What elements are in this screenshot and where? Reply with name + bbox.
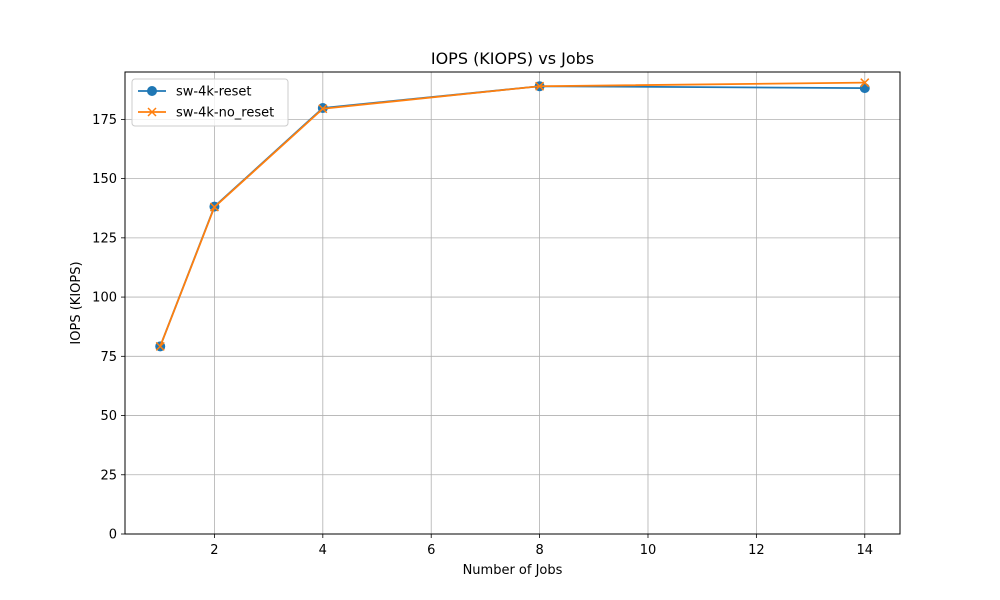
data-point [155, 341, 165, 351]
x-tick-label: 10 [640, 543, 657, 558]
legend-label: sw-4k-no_reset [176, 106, 274, 121]
y-axis-title: IOPS (KIOPS) [69, 261, 84, 344]
x-tick-label: 14 [856, 543, 873, 558]
y-tick-label: 150 [92, 172, 117, 187]
x-tick-label: 12 [748, 543, 765, 558]
y-tick-label: 25 [100, 468, 117, 483]
legend-label: sw-4k-reset [176, 85, 252, 100]
series-sw-4k-no_reset [155, 78, 870, 351]
y-tick-label: 50 [100, 409, 117, 424]
x-tick-label: 4 [319, 543, 327, 558]
legend-marker [147, 86, 157, 96]
legend-box [131, 78, 289, 127]
data-point [209, 202, 219, 212]
data-point [535, 81, 545, 91]
chart-title: IOPS (KIOPS) vs Jobs [431, 49, 594, 68]
axis-ticks: 2 4 6 8 10 12 14 0 25 50 75 100 125 150 175 [92, 113, 873, 558]
y-tick-label: 0 [109, 528, 117, 543]
x-tick-label: 2 [210, 543, 218, 558]
y-tick-label: 125 [92, 231, 117, 246]
x-axis-title: Number of Jobs [463, 563, 563, 578]
plot-area-frame [124, 71, 901, 535]
legend-marker [147, 107, 157, 117]
y-tick-label: 100 [92, 291, 117, 306]
series-layer [155, 78, 870, 352]
legend-entry: sw-4k-no_reset [138, 106, 274, 121]
data-point [860, 78, 870, 88]
legend-entry: sw-4k-reset [138, 85, 252, 100]
legend-items: sw-4k-reset sw-4k-no_reset [138, 85, 274, 121]
y-tick-label: 75 [100, 350, 117, 365]
data-point [318, 104, 328, 114]
x-tick-label: 6 [427, 543, 435, 558]
x-tick-label: 8 [535, 543, 543, 558]
legend: sw-4k-reset sw-4k-no_reset [131, 78, 289, 127]
y-tick-label: 175 [92, 113, 117, 128]
